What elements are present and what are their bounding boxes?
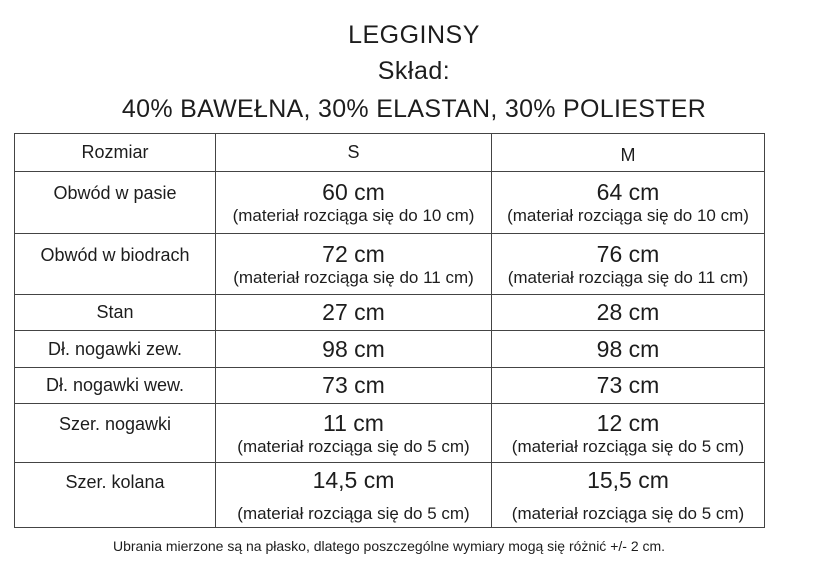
stretch-note: (materiał rozciąga się do 10 cm) — [507, 206, 749, 225]
size-table: Rozmiar S M Obwód w pasie 60 cm (materia… — [14, 133, 765, 528]
composition-heading: Skład: — [377, 57, 451, 85]
header: LEGGINSY Skład: 40% BAWEŁNA, 30% ELASTAN… — [0, 0, 828, 124]
measurement-value: 98 cm — [596, 335, 660, 362]
stretch-note: (materiał rozciąga się do 5 cm) — [511, 503, 745, 523]
row-label-inner-leg: Dł. nogawki wew. — [14, 367, 216, 404]
waist-size-s-cell: 60 cm (materiał rozciąga się do 10 cm) — [215, 171, 492, 234]
column-header-size-s: S — [215, 133, 492, 172]
stretch-note: (materiał rozciąga się do 5 cm) — [237, 436, 470, 456]
column-header-size-m: M — [491, 133, 765, 172]
rise-size-s-cell: 27 cm — [215, 294, 492, 331]
measurement-value: 60 cm — [322, 179, 385, 205]
table-header-row: Rozmiar S M — [14, 133, 765, 172]
stretch-note: (materiał rozciąga się do 10 cm) — [232, 206, 475, 225]
measurement-value: 14,5 cm — [312, 466, 395, 493]
stretch-note: (materiał rozciąga się do 11 cm) — [507, 267, 749, 287]
rise-size-m-cell: 28 cm — [491, 294, 765, 331]
knee-width-size-s-cell: 14,5 cm (materiał rozciąga się do 5 cm) — [215, 462, 492, 528]
row-label-waist: Obwód w pasie — [14, 171, 216, 234]
measurement-value: 28 cm — [596, 299, 660, 325]
row-label-knee-width: Szer. kolana — [14, 462, 216, 528]
table-row-outer-leg: Dł. nogawki zew. 98 cm 98 cm — [14, 330, 765, 368]
measurement-value: 76 cm — [596, 240, 660, 267]
stretch-note: (materiał rozciąga się do 11 cm) — [233, 267, 474, 287]
row-label-leg-width: Szer. nogawki — [14, 403, 216, 463]
measurement-disclaimer: Ubrania mierzone są na płasko, dlatego p… — [112, 538, 666, 554]
table-row-inner-leg: Dł. nogawki wew. 73 cm 73 cm — [14, 367, 765, 404]
composition-line: 40% BAWEŁNA, 30% ELASTAN, 30% POLIESTER — [121, 95, 707, 123]
outer-leg-size-s-cell: 98 cm — [215, 330, 492, 368]
knee-width-size-m-cell: 15,5 cm (materiał rozciąga się do 5 cm) — [491, 462, 765, 528]
column-header-rozmiar: Rozmiar — [14, 133, 216, 172]
measurement-value: 11 cm — [323, 409, 384, 436]
table-row-hips: Obwód w biodrach 72 cm (materiał rozciąg… — [14, 233, 765, 295]
measurement-value: 98 cm — [322, 335, 385, 362]
measurement-value: 73 cm — [596, 372, 660, 398]
measurement-value: 12 cm — [596, 409, 660, 436]
stretch-note: (materiał rozciąga się do 5 cm) — [237, 503, 470, 523]
hips-size-s-cell: 72 cm (materiał rozciąga się do 11 cm) — [215, 233, 492, 295]
stretch-note: (materiał rozciąga się do 5 cm) — [511, 436, 745, 456]
table-row-knee-width: Szer. kolana 14,5 cm (materiał rozciąga … — [14, 462, 765, 528]
measurement-value: 64 cm — [596, 179, 660, 205]
row-label-outer-leg: Dł. nogawki zew. — [14, 330, 216, 368]
measurement-value: 15,5 cm — [587, 466, 669, 493]
row-label-hips: Obwód w biodrach — [14, 233, 216, 295]
hips-size-m-cell: 76 cm (materiał rozciąga się do 11 cm) — [491, 233, 765, 295]
inner-leg-size-s-cell: 73 cm — [215, 367, 492, 404]
measurement-value: 72 cm — [322, 240, 385, 267]
table-row-rise: Stan 27 cm 28 cm — [14, 294, 765, 331]
row-label-rise: Stan — [14, 294, 216, 331]
leg-width-size-s-cell: 11 cm (materiał rozciąga się do 5 cm) — [215, 403, 492, 463]
outer-leg-size-m-cell: 98 cm — [491, 330, 765, 368]
leg-width-size-m-cell: 12 cm (materiał rozciąga się do 5 cm) — [491, 403, 765, 463]
measurement-value: 73 cm — [322, 372, 385, 398]
inner-leg-size-m-cell: 73 cm — [491, 367, 765, 404]
waist-size-m-cell: 64 cm (materiał rozciąga się do 10 cm) — [491, 171, 765, 234]
table-row-waist: Obwód w pasie 60 cm (materiał rozciąga s… — [14, 171, 765, 234]
table-row-leg-width: Szer. nogawki 11 cm (materiał rozciąga s… — [14, 403, 765, 463]
measurement-value: 27 cm — [322, 299, 385, 325]
product-title: LEGGINSY — [348, 21, 480, 49]
